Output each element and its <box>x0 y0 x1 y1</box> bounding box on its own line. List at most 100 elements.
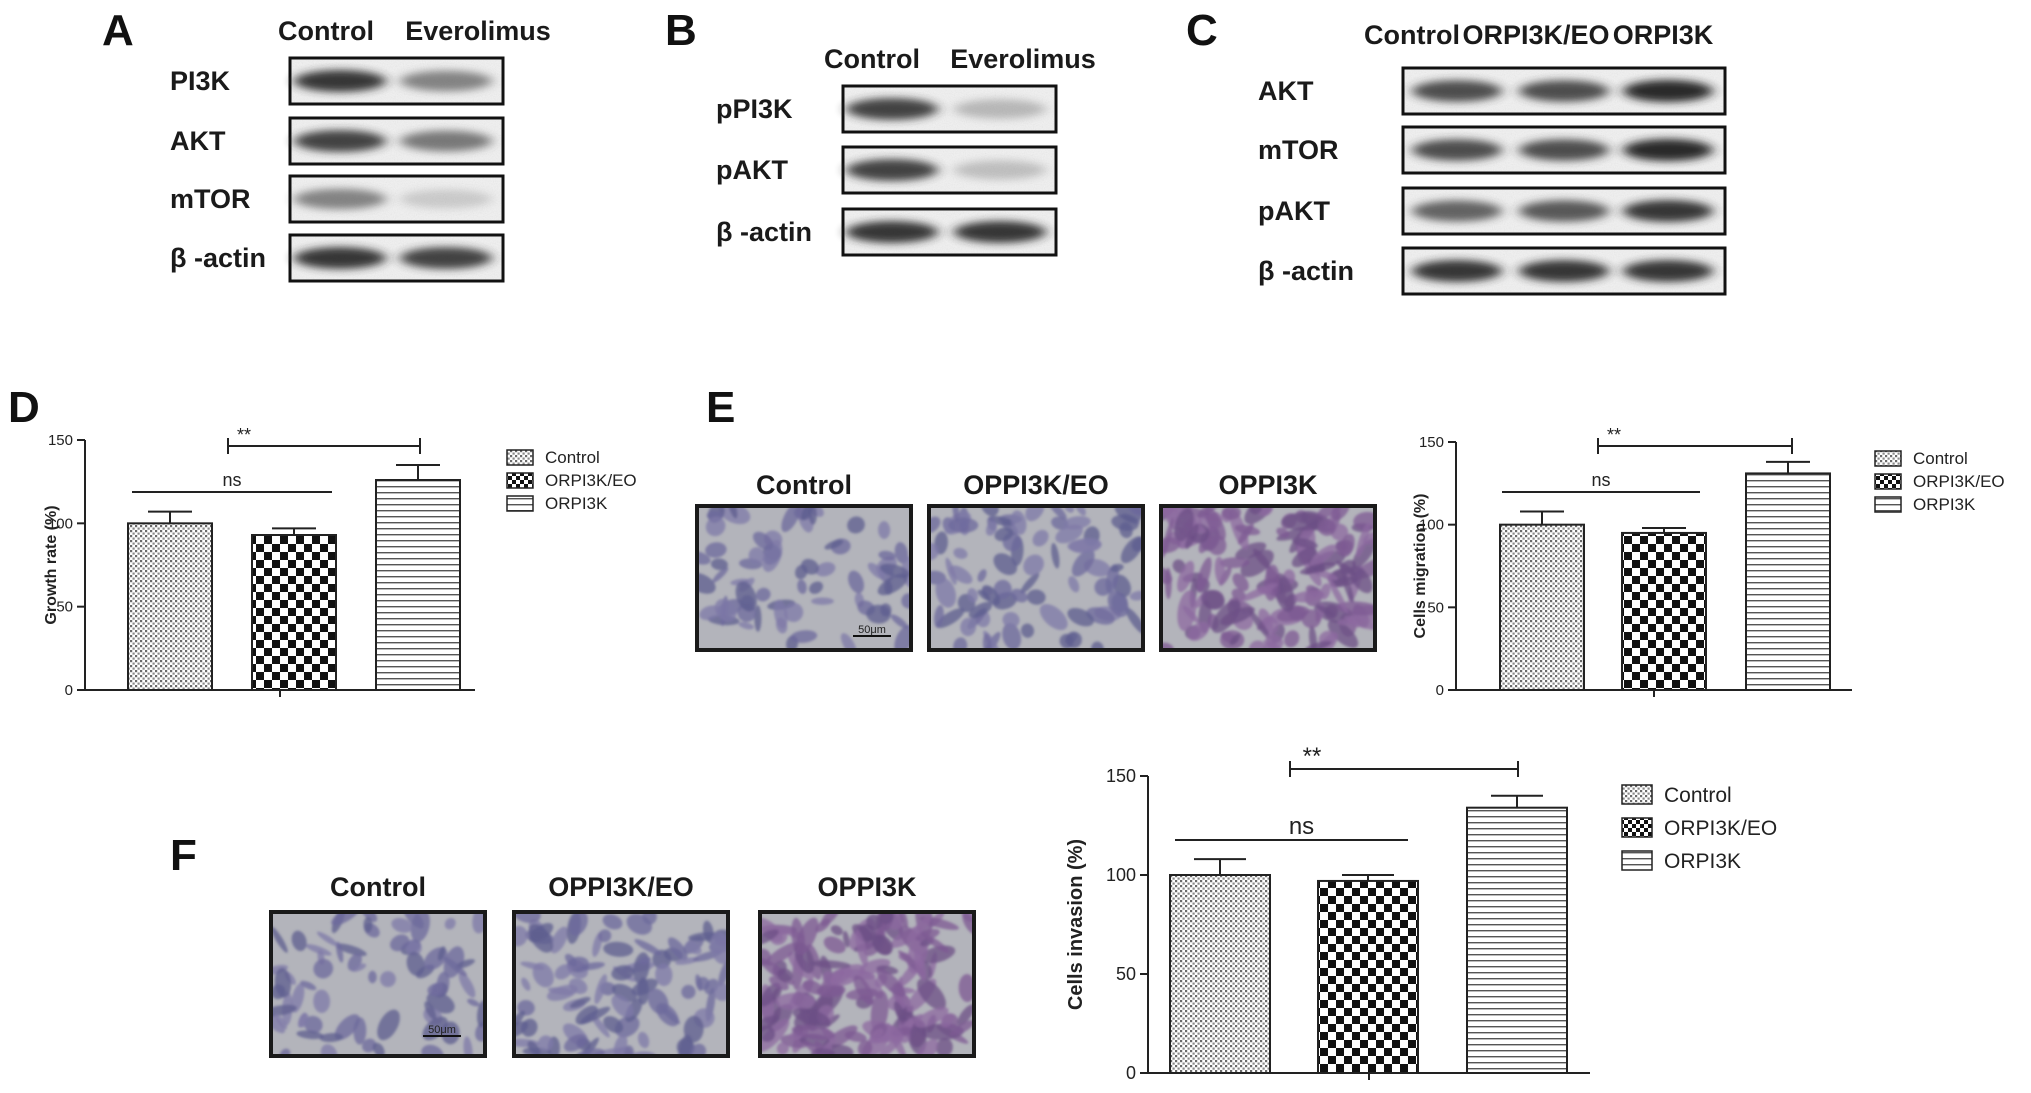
bar-control <box>1499 523 1585 692</box>
legend-swatch <box>506 472 534 489</box>
blot-band <box>294 130 386 152</box>
legend-swatch <box>1621 817 1653 838</box>
y-tick-label: 50 <box>1116 964 1136 984</box>
micrograph-title: OPPI3K/EO <box>963 470 1109 500</box>
micrograph-title: OPPI3K <box>817 872 917 902</box>
blot-strip <box>841 207 1058 257</box>
blot-band <box>294 247 386 269</box>
blot-band <box>294 70 386 92</box>
bar-control <box>1169 874 1271 1074</box>
bar-control <box>127 522 213 691</box>
legend-item: Control <box>1621 784 1732 807</box>
panel-label-e: E <box>706 383 735 432</box>
blot-band <box>1519 80 1609 102</box>
error-bar <box>1766 460 1810 474</box>
significance-label: ** <box>1303 743 1322 770</box>
panel-label-b: B <box>665 6 697 55</box>
y-tick-label: 150 <box>1419 434 1444 451</box>
error-bar <box>396 464 440 480</box>
micrograph <box>927 504 1145 652</box>
blot-band <box>1519 139 1609 161</box>
legend-item: ORPI3K <box>506 494 608 513</box>
blot-band <box>846 159 938 181</box>
lane-label: ORPI3K <box>1613 20 1714 50</box>
western-blot-b: Control Everolimus pPI3K pAKT β -actin <box>716 44 1096 257</box>
blot-band <box>1412 200 1502 222</box>
lane-label: Control <box>1364 20 1460 50</box>
blot-row-label: β -actin <box>716 217 812 247</box>
legend-item: Control <box>1874 449 1968 468</box>
blot-band <box>1623 79 1713 103</box>
legend-item: ORPI3K/EO <box>1621 817 1777 840</box>
blot-band <box>1412 139 1502 161</box>
significance-label: ns <box>222 470 241 490</box>
scale-bar-label: 50μm <box>428 1024 456 1036</box>
panel-label-c: C <box>1186 6 1218 55</box>
legend-label: ORPI3K/EO <box>545 471 637 490</box>
y-axis-label: Growth rate (%) <box>43 505 60 624</box>
micrograph-title: OPPI3K/EO <box>548 872 694 902</box>
significance-star: ** <box>1597 425 1793 454</box>
significance-label: ** <box>1607 425 1621 445</box>
bar-orpi3k-eo <box>1317 879 1419 1074</box>
panel-label-d: D <box>8 383 40 432</box>
blot-band <box>1623 200 1713 222</box>
legend-item: Control <box>506 448 600 467</box>
lane-label: ORPI3K/EO <box>1462 20 1609 50</box>
micrograph <box>512 910 730 1058</box>
y-tick-label: 50 <box>56 599 73 616</box>
y-tick-label: 150 <box>1106 766 1136 786</box>
blot-row-label: pAKT <box>1258 196 1330 226</box>
legend-label: Control <box>1913 449 1968 468</box>
blot-band <box>954 160 1046 180</box>
error-bar <box>1491 794 1543 808</box>
micrographs-e: Control 50μm OPPI3K/EO OPPI3K <box>695 470 1377 652</box>
significance-star: ** <box>227 425 421 454</box>
blot-row-label: mTOR <box>1258 135 1339 165</box>
blot-strip <box>288 233 505 283</box>
y-axis-label: Cells invasion (%) <box>1065 839 1087 1010</box>
blot-band <box>846 98 938 120</box>
legend-swatch <box>1874 450 1902 467</box>
legend-swatch <box>1874 473 1902 490</box>
significance-label: ns <box>1289 813 1314 840</box>
y-tick-label: 100 <box>48 515 73 532</box>
bar-orpi3k-eo <box>1621 531 1707 692</box>
significance-ns: ns <box>1502 470 1700 493</box>
significance-ns: ns <box>132 470 332 493</box>
bar-orpi3k <box>1466 806 1568 1074</box>
micrograph: 50μm <box>269 910 487 1058</box>
error-bar <box>1642 526 1686 533</box>
blot-strip <box>841 145 1058 195</box>
blot-strip <box>288 56 505 106</box>
legend-item: ORPI3K <box>1621 850 1741 873</box>
error-bar <box>148 510 192 524</box>
significance-label: ** <box>237 425 251 445</box>
lane-label: Control <box>278 16 374 46</box>
y-tick-label: 50 <box>1427 599 1444 616</box>
western-blot-c: Control ORPI3K/EO ORPI3K AKT mTOR pAKT β -acti… <box>1258 20 1727 296</box>
bar-chart-e: 0 50 100 150 Cells migration (%) ns ** Control O… <box>1412 425 2005 699</box>
micrograph <box>1159 504 1377 652</box>
blot-band <box>294 188 386 210</box>
legend-label: ORPI3K/EO <box>1664 817 1777 840</box>
western-blot-a: Control Everolimus PI3K AKT mTOR β -actin <box>170 16 551 283</box>
error-bar <box>1194 858 1246 875</box>
micrograph: 50μm <box>695 504 913 652</box>
blot-band <box>954 221 1046 243</box>
panel-label-a: A <box>102 6 134 55</box>
micrograph <box>758 910 976 1058</box>
blot-strip <box>1401 186 1727 236</box>
legend-label: ORPI3K/EO <box>1913 472 2005 491</box>
blot-band <box>1623 138 1713 162</box>
significance-ns: ns <box>1175 813 1408 841</box>
blot-row-label: mTOR <box>170 184 251 214</box>
blot-strip <box>288 174 505 224</box>
legend-swatch <box>506 495 534 512</box>
lane-label: Control <box>824 44 920 74</box>
blot-strip <box>1401 66 1727 116</box>
blot-strip <box>1401 246 1727 296</box>
blot-band <box>954 99 1046 119</box>
legend-label: ORPI3K <box>1664 850 1741 873</box>
